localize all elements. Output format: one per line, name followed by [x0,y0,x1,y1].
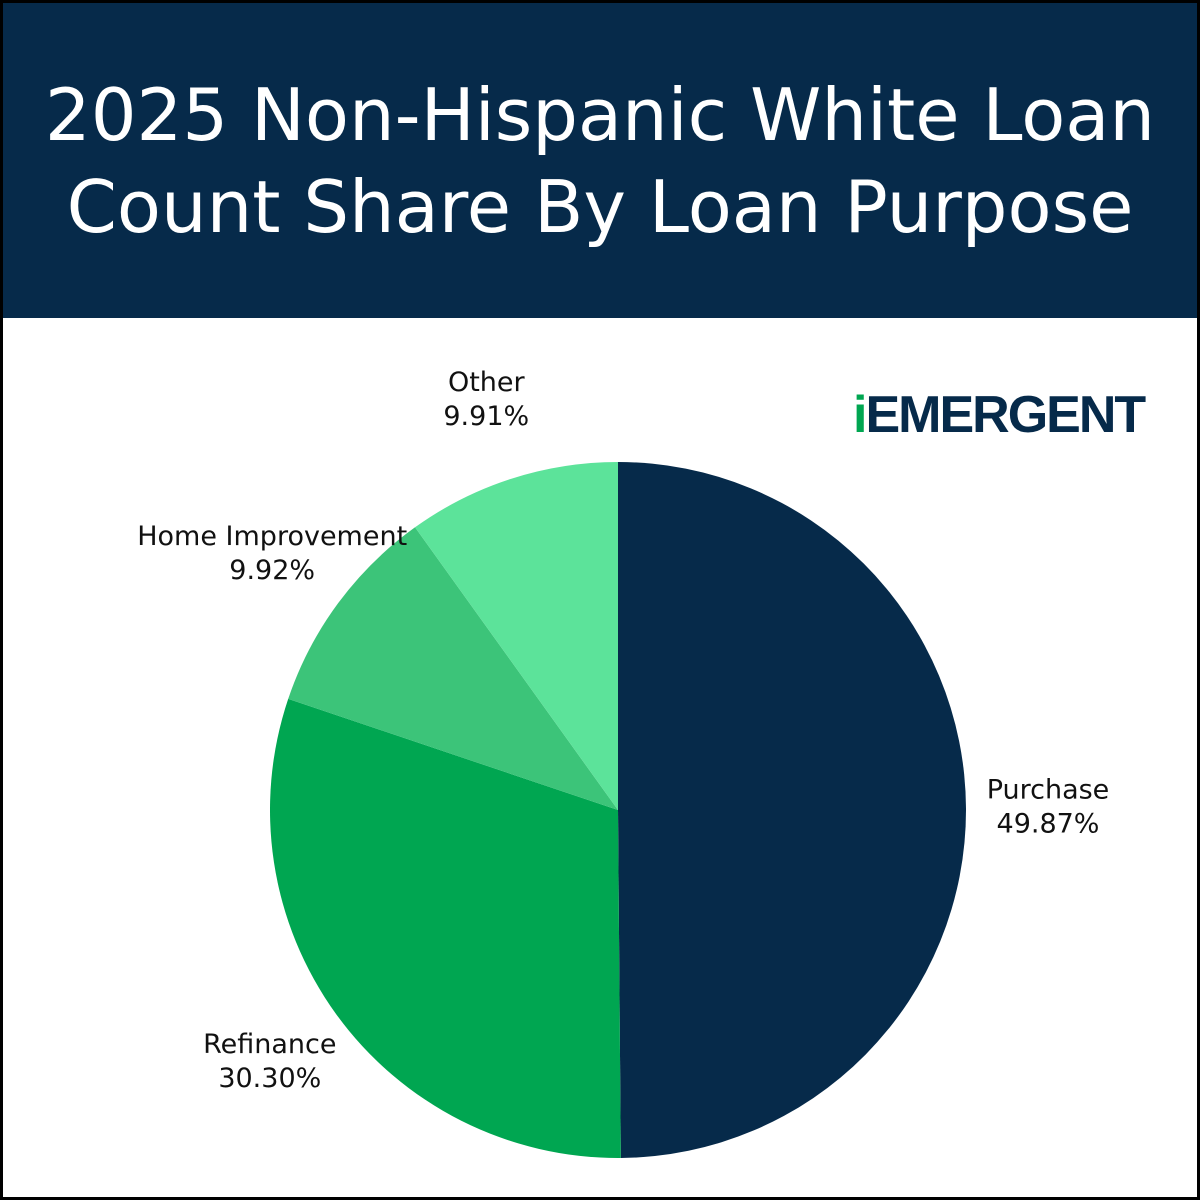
slice-value: 9.91% [443,401,529,432]
header: 2025 Non-Hispanic White Loan Count Share… [3,3,1197,318]
slice-value: 9.92% [229,555,315,586]
pie-slice [618,462,967,1158]
pie-slice [288,527,618,810]
logo: iEMERGENT [853,386,1146,444]
slice-value: 49.87% [997,809,1100,840]
chart-title: 2025 Non-Hispanic White Loan Count Share… [44,72,1156,249]
slice-label: Other [448,367,526,398]
slice-label: Refinance [203,1029,336,1060]
slice-label: Purchase [987,775,1110,806]
slice-value: 30.30% [218,1063,321,1094]
pie-slice [270,698,621,1158]
pie-slice [415,462,618,810]
slice-label: Home Improvement [137,521,407,552]
